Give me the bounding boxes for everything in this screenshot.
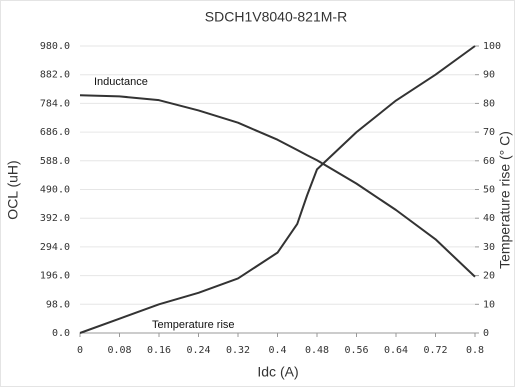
x-tick-label: 0.24 bbox=[186, 345, 210, 356]
annotation: Temperature rise bbox=[152, 319, 235, 331]
x-tick-label: 0.64 bbox=[384, 345, 408, 356]
annotation: Inductance bbox=[94, 76, 148, 88]
y-tick-label: 196.0 bbox=[40, 271, 70, 282]
y-tick-label: 784.0 bbox=[40, 98, 70, 109]
x-tick-label: 0.48 bbox=[305, 345, 329, 356]
y2-tick-label: 10 bbox=[483, 299, 495, 310]
x-tick-label: 0.08 bbox=[107, 345, 131, 356]
y-tick-label: 686.0 bbox=[40, 127, 70, 138]
y2-tick-label: 40 bbox=[483, 213, 495, 224]
chart-title: SDCH1V8040-821M-R bbox=[205, 9, 347, 25]
y2-tick-label: 20 bbox=[483, 271, 495, 282]
x-axis-title: Idc (A) bbox=[257, 364, 298, 380]
y2-tick-label: 30 bbox=[483, 242, 495, 253]
y-tick-label: 0.0 bbox=[52, 328, 70, 339]
y-tick-label: 882.0 bbox=[40, 70, 70, 81]
x-tick-label: 0.4 bbox=[268, 345, 286, 356]
line-series bbox=[79, 45, 476, 334]
y-axis-title: OCL (uH) bbox=[5, 160, 21, 219]
y2-tick-label: 80 bbox=[483, 98, 495, 109]
y2-tick-label: 90 bbox=[483, 70, 495, 81]
x-tick-label: 0.32 bbox=[226, 345, 250, 356]
y2-tick-label: 50 bbox=[483, 185, 495, 196]
y-tick-label: 490.0 bbox=[40, 185, 70, 196]
x-tick-label: 0.16 bbox=[147, 345, 171, 356]
line-series bbox=[79, 94, 476, 278]
y-tick-label: 980.0 bbox=[40, 41, 70, 52]
y2-tick-label: 60 bbox=[483, 156, 495, 167]
y2-tick-label: 100 bbox=[483, 41, 501, 52]
y2-tick-label: 0 bbox=[483, 328, 489, 339]
x-tick-label: 0.72 bbox=[423, 345, 447, 356]
y-tick-label: 98.0 bbox=[46, 299, 70, 310]
y-tick-label: 294.0 bbox=[40, 242, 70, 253]
y2-tick-label: 70 bbox=[483, 127, 495, 138]
x-tick-label: 0.56 bbox=[344, 345, 368, 356]
y-tick-label: 588.0 bbox=[40, 156, 70, 167]
x-tick-label: 0 bbox=[77, 345, 83, 356]
y-tick-label: 392.0 bbox=[40, 213, 70, 224]
y2-axis-title: Temperature rise (° C) bbox=[497, 131, 513, 269]
x-tick-label: 0.8 bbox=[466, 345, 484, 356]
